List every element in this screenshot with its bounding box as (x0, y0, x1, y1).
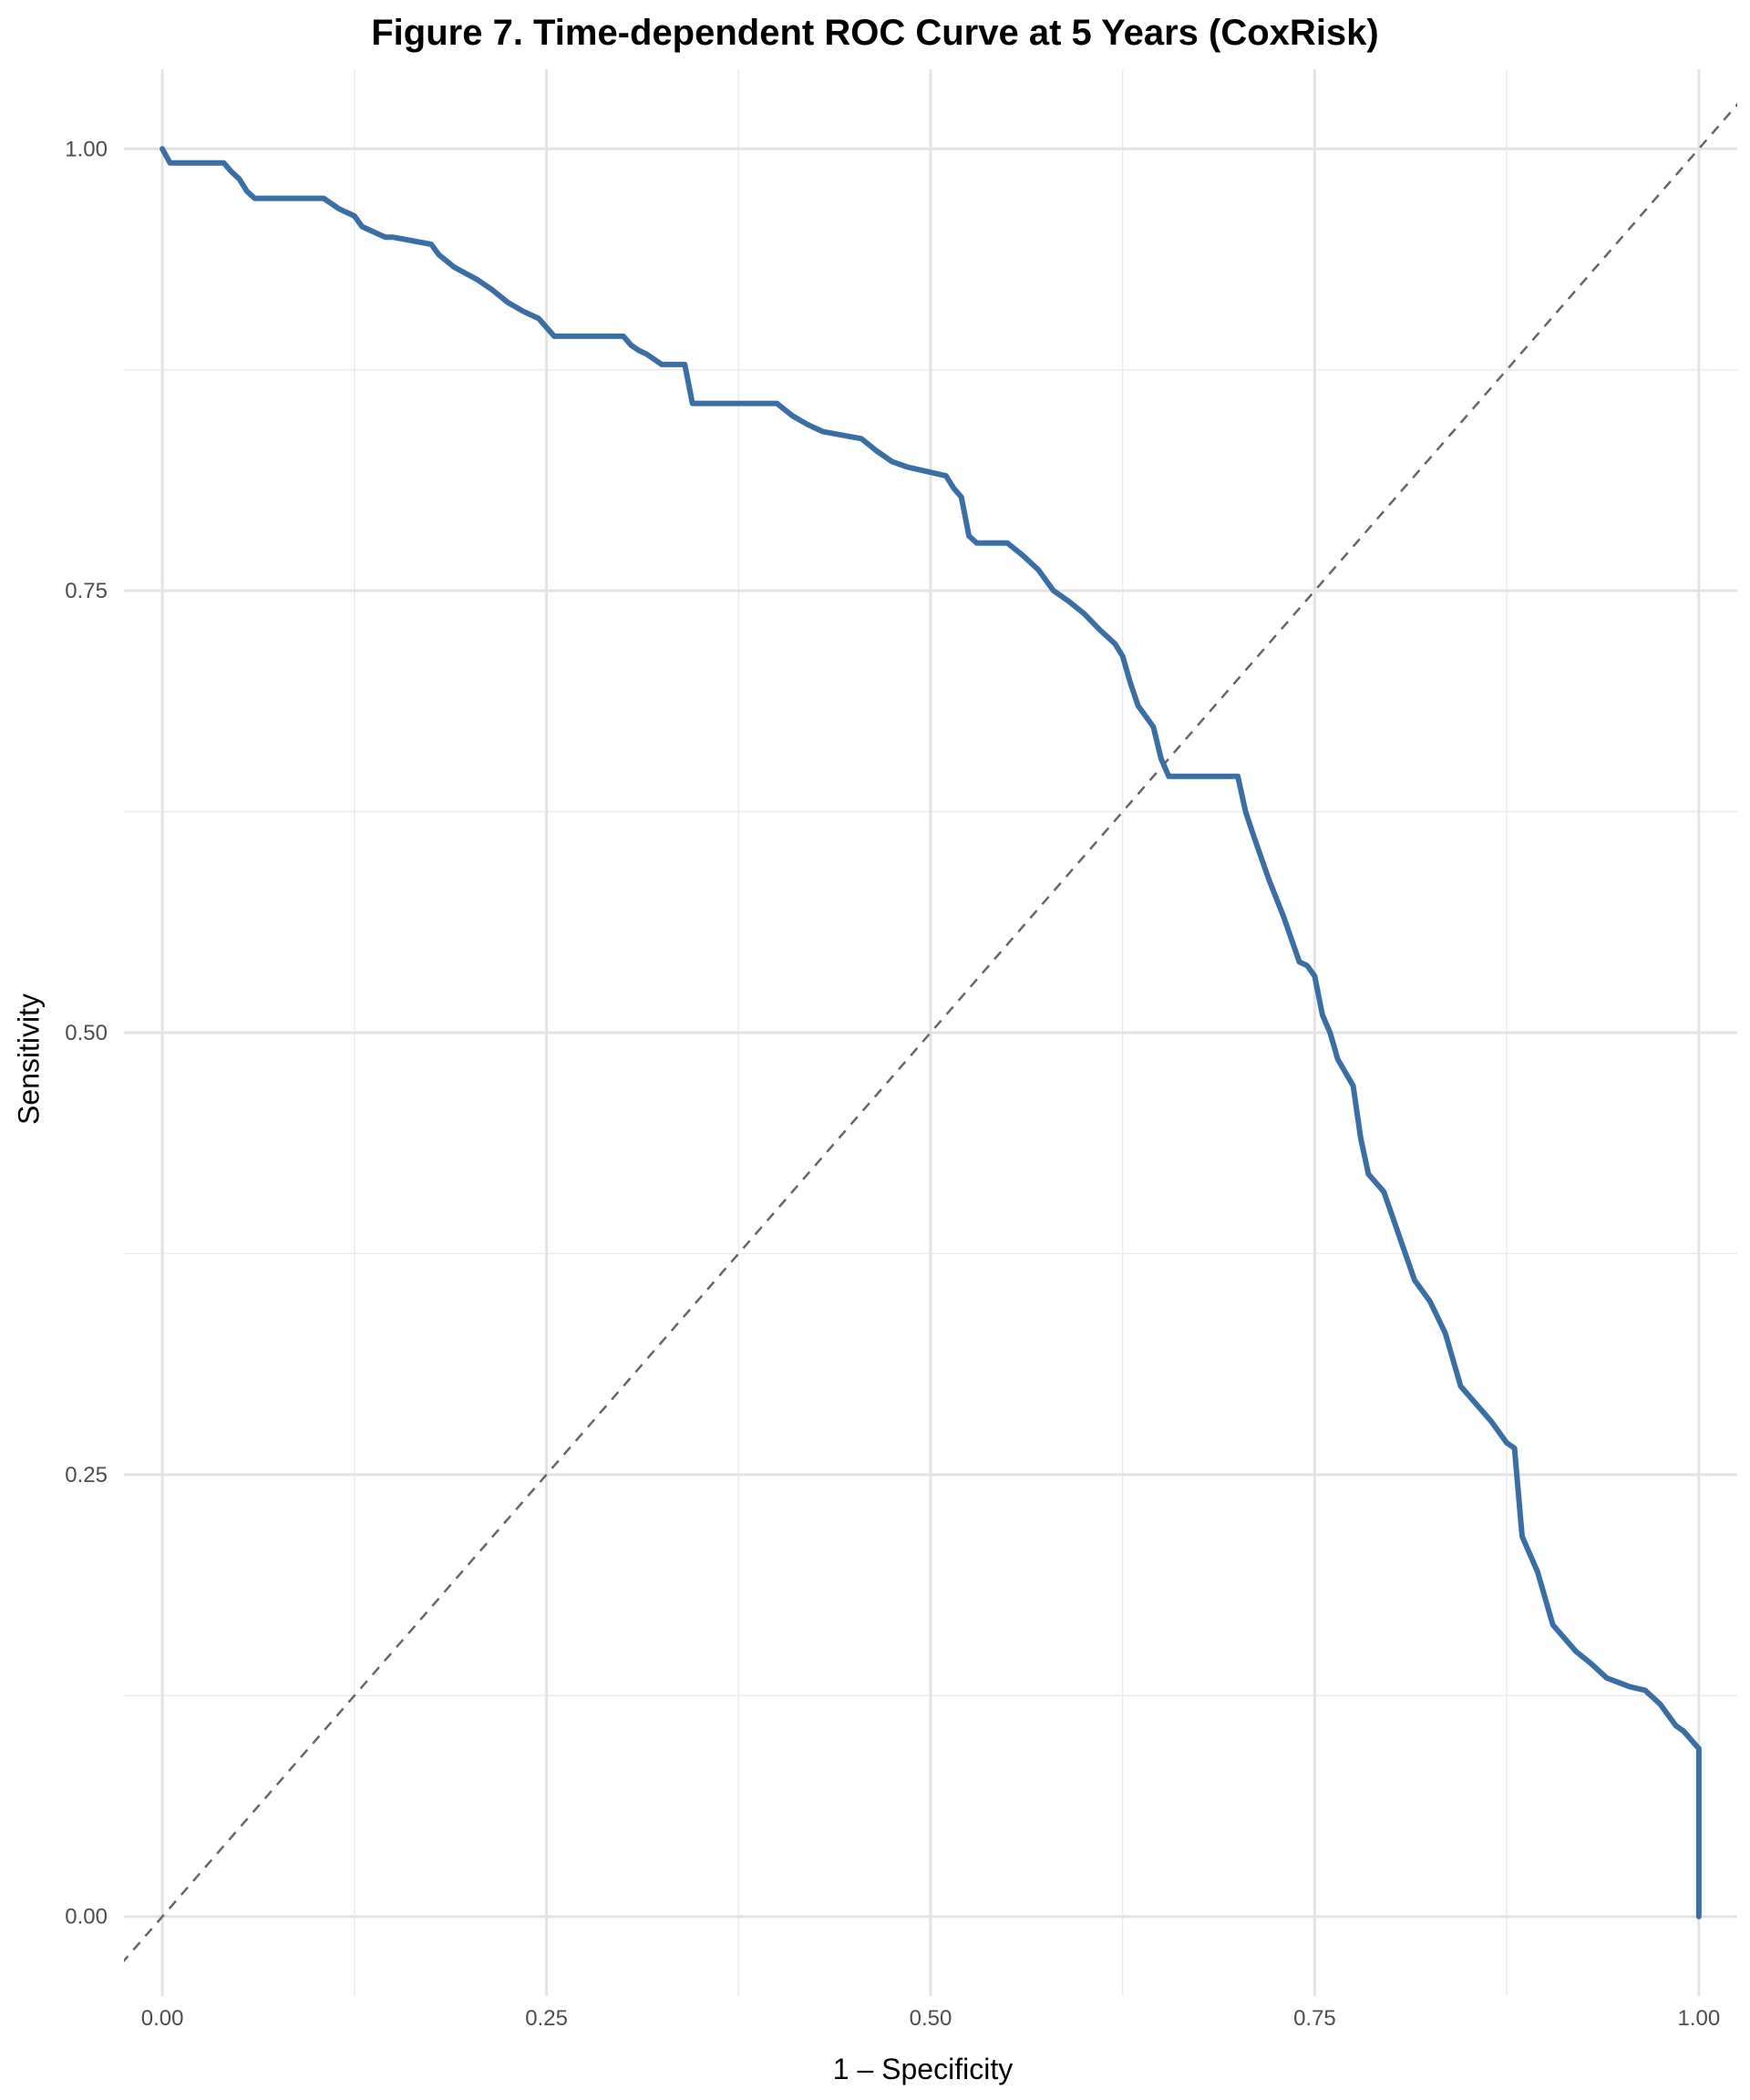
x-axis-label: 1 – Specificity (832, 2053, 1014, 2085)
x-tick-label: 0.75 (1293, 2006, 1336, 2031)
y-tick-label: 0.00 (65, 1905, 108, 1930)
roc-curve-line (160, 146, 1702, 1920)
x-tick-label: 0.00 (141, 2006, 184, 2031)
y-tick-label: 1.00 (65, 137, 108, 161)
y-tick-label: 0.25 (65, 1463, 108, 1488)
x-tick-label: 0.25 (525, 2006, 568, 2031)
x-tick-label: 1.00 (1677, 2006, 1720, 2031)
y-axis-label: Sensitivity (12, 993, 46, 1126)
major-gridlines (124, 69, 1737, 1996)
y-tick-label: 0.50 (65, 1021, 108, 1045)
y-tick-label: 0.75 (65, 579, 108, 603)
x-tick-label: 0.50 (910, 2006, 952, 2031)
roc-curve-group (160, 146, 1702, 1920)
y-axis-ticks: 0.00 0.25 0.50 0.75 1.00 (65, 137, 108, 1929)
x-axis-ticks: 0.00 0.25 0.50 0.75 1.00 (141, 2006, 1720, 2031)
chart-title: Figure 7. Time-dependent ROC Curve at 5 … (371, 13, 1379, 53)
